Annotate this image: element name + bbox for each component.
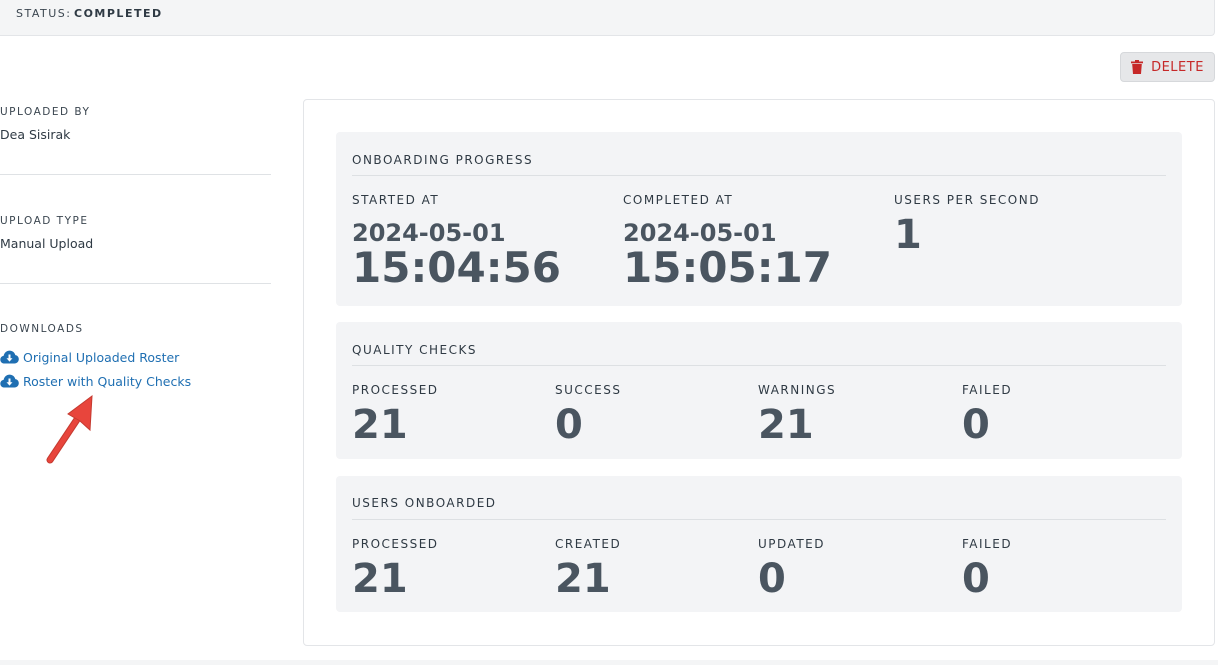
downloads-section: DOWNLOADS Original Uploaded Roster Roste… bbox=[0, 323, 271, 390]
qc-success-metric: SUCCESS 0 bbox=[555, 383, 621, 445]
trash-icon bbox=[1131, 60, 1144, 74]
completed-at-time: 15:05:17 bbox=[623, 243, 832, 292]
qc-processed-label: PROCESSED bbox=[352, 383, 439, 397]
uo-updated-value: 0 bbox=[758, 556, 786, 602]
uo-failed-metric: FAILED 0 bbox=[962, 537, 1012, 599]
started-at-time: 15:04:56 bbox=[352, 243, 561, 292]
uploaded-by-heading: UPLOADED BY bbox=[0, 106, 91, 118]
quality-checks-title: QUALITY CHECKS bbox=[352, 343, 477, 357]
page-footer-strip bbox=[0, 660, 1218, 665]
uploaded-by-value: Dea Sisirak bbox=[0, 127, 71, 142]
uo-updated-metric: UPDATED 0 bbox=[758, 537, 825, 599]
completed-at-date: 2024-05-01 bbox=[623, 219, 777, 247]
card-divider bbox=[352, 519, 1166, 520]
started-at-date: 2024-05-01 bbox=[352, 219, 506, 247]
onboarding-progress-title: ONBOARDING PROGRESS bbox=[352, 153, 534, 167]
started-at-label: STARTED AT bbox=[352, 193, 440, 207]
uo-processed-label: PROCESSED bbox=[352, 537, 439, 551]
quality-checks-card: QUALITY CHECKS PROCESSED 21 SUCCESS 0 WA… bbox=[336, 322, 1182, 459]
cloud-download-icon bbox=[0, 374, 19, 388]
onboarding-progress-card: ONBOARDING PROGRESS STARTED AT 2024-05-0… bbox=[336, 132, 1182, 306]
users-per-second-value: 1 bbox=[894, 212, 922, 258]
main-stats-panel: ONBOARDING PROGRESS STARTED AT 2024-05-0… bbox=[303, 99, 1215, 646]
completed-at-metric: COMPLETED AT 2024-05-01 15:05:17 bbox=[623, 193, 832, 289]
qc-failed-label: FAILED bbox=[962, 383, 1013, 397]
uo-processed-metric: PROCESSED 21 bbox=[352, 537, 439, 599]
qc-failed-value: 0 bbox=[962, 402, 990, 448]
uo-updated-label: UPDATED bbox=[758, 537, 825, 551]
qc-failed-metric: FAILED 0 bbox=[962, 383, 1012, 445]
qc-success-value: 0 bbox=[555, 402, 583, 448]
status-label: STATUS: bbox=[16, 7, 72, 20]
download-quality-checks-roster-link[interactable]: Roster with Quality Checks bbox=[0, 372, 271, 390]
users-onboarded-title: USERS ONBOARDED bbox=[352, 496, 497, 510]
uo-failed-label: FAILED bbox=[962, 537, 1013, 551]
cloud-download-icon bbox=[0, 350, 19, 364]
downloads-heading: DOWNLOADS bbox=[0, 323, 84, 335]
users-per-second-label: USERS PER SECOND bbox=[894, 193, 1040, 207]
sidebar-divider bbox=[0, 283, 271, 284]
qc-warnings-metric: WARNINGS 21 bbox=[758, 383, 836, 445]
uo-created-label: CREATED bbox=[555, 537, 622, 551]
started-at-metric: STARTED AT 2024-05-01 15:04:56 bbox=[352, 193, 561, 289]
card-divider bbox=[352, 365, 1166, 366]
sidebar-divider bbox=[0, 174, 271, 175]
qc-processed-metric: PROCESSED 21 bbox=[352, 383, 439, 445]
red-arrow-icon bbox=[46, 394, 93, 464]
users-per-second-metric: USERS PER SECOND 1 bbox=[894, 193, 1040, 255]
qc-success-label: SUCCESS bbox=[555, 383, 622, 397]
download-link-label: Roster with Quality Checks bbox=[23, 373, 192, 389]
upload-type-value: Manual Upload bbox=[0, 236, 94, 251]
card-divider bbox=[352, 175, 1166, 176]
delete-button[interactable]: DELETE bbox=[1120, 52, 1215, 82]
uploaded-by-section: UPLOADED BY Dea Sisirak bbox=[0, 106, 271, 142]
users-onboarded-card: USERS ONBOARDED PROCESSED 21 CREATED 21 … bbox=[336, 476, 1182, 612]
status-bar: STATUS: COMPLETED bbox=[0, 0, 1215, 36]
upload-type-heading: UPLOAD TYPE bbox=[0, 215, 89, 227]
qc-processed-value: 21 bbox=[352, 402, 408, 448]
qc-warnings-label: WARNINGS bbox=[758, 383, 837, 397]
uo-failed-value: 0 bbox=[962, 556, 990, 602]
download-link-label: Original Uploaded Roster bbox=[23, 349, 180, 365]
completed-at-label: COMPLETED AT bbox=[623, 193, 734, 207]
uo-processed-value: 21 bbox=[352, 556, 408, 602]
uo-created-value: 21 bbox=[555, 556, 611, 602]
uo-created-metric: CREATED 21 bbox=[555, 537, 621, 599]
status-value: COMPLETED bbox=[74, 7, 163, 20]
upload-type-section: UPLOAD TYPE Manual Upload bbox=[0, 215, 271, 251]
qc-warnings-value: 21 bbox=[758, 402, 814, 448]
download-original-roster-link[interactable]: Original Uploaded Roster bbox=[0, 348, 271, 366]
delete-button-label: DELETE bbox=[1151, 59, 1204, 75]
